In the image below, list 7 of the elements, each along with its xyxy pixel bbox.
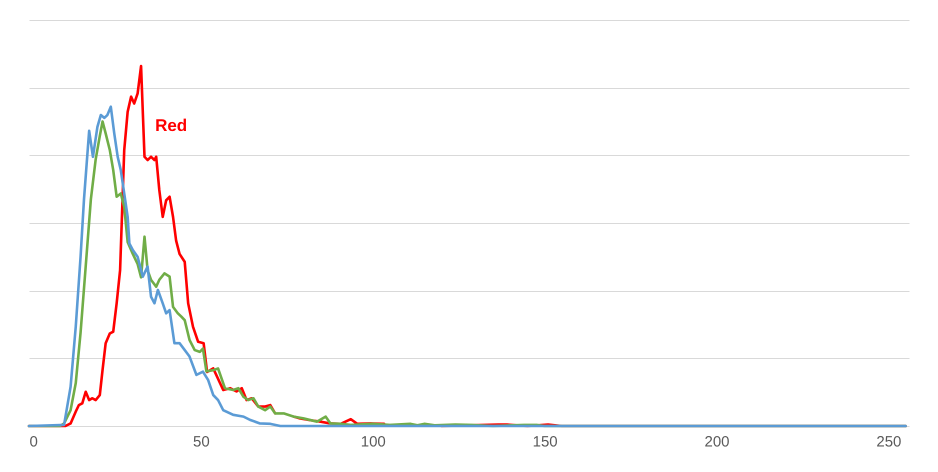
x-tick-label: 200 [704, 434, 730, 450]
x-tick-label: 150 [532, 434, 558, 450]
series-label: Red [155, 116, 188, 136]
x-tick-label: 0 [30, 434, 38, 450]
x-tick-label: 50 [193, 434, 210, 450]
x-tick-label: 100 [360, 434, 386, 450]
x-tick-label: 250 [876, 434, 902, 450]
